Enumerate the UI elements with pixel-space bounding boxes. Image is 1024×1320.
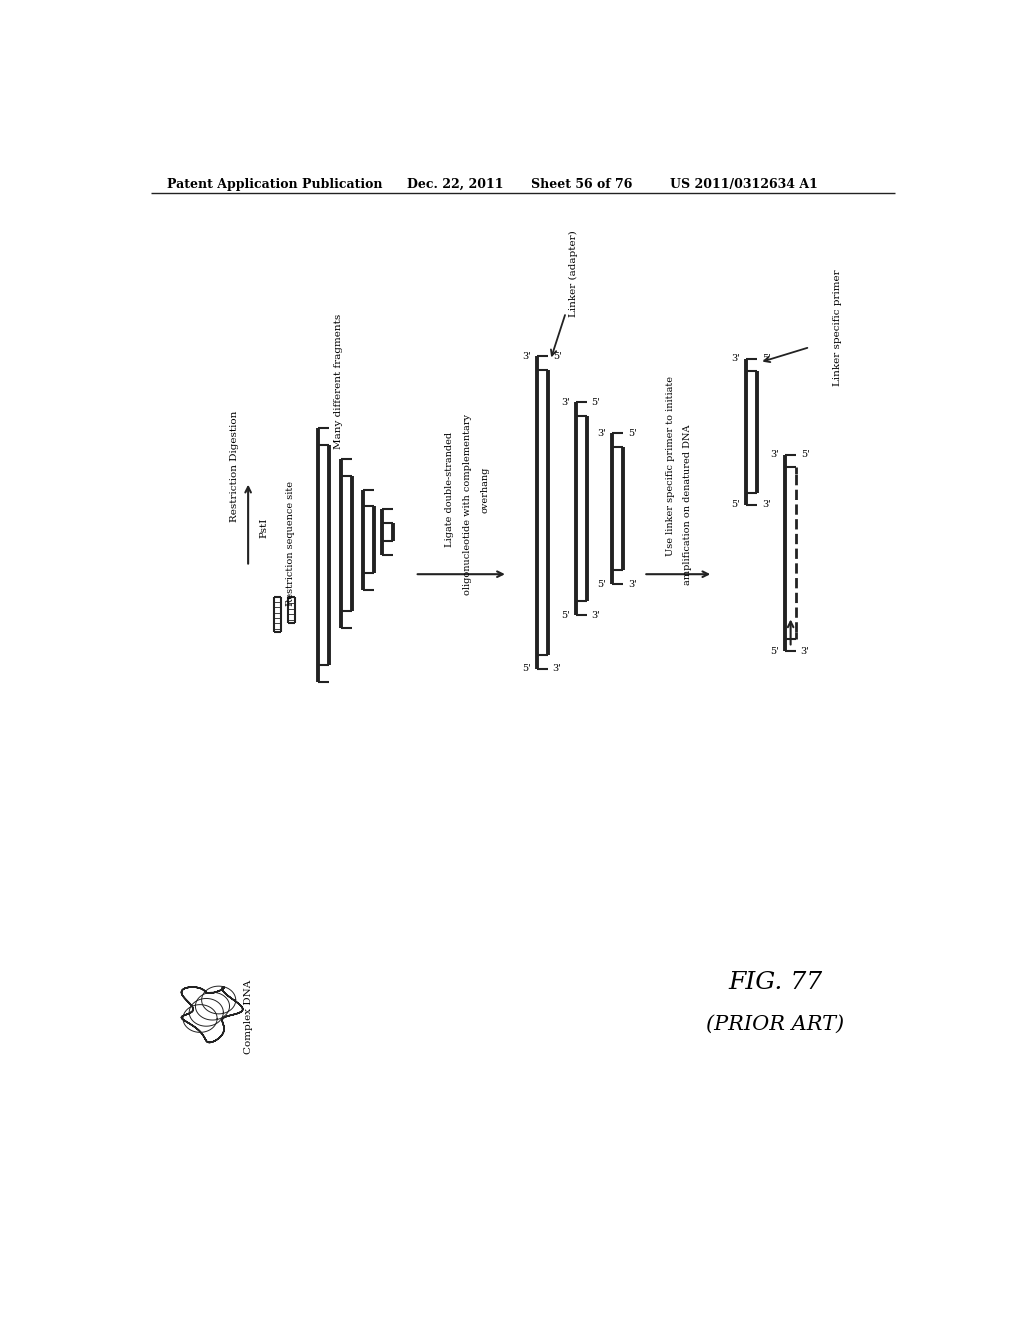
Text: 5': 5' [553,352,561,360]
Text: 3': 3' [731,354,740,363]
Text: (PRIOR ART): (PRIOR ART) [707,1015,844,1034]
Text: 5': 5' [801,450,810,459]
Text: 3': 3' [553,664,562,673]
Text: 3': 3' [801,647,810,656]
Text: Linker specific primer: Linker specific primer [833,269,842,387]
Text: 3': 3' [628,579,637,589]
Text: 5': 5' [597,579,606,589]
Text: 5': 5' [628,429,637,438]
Text: US 2011/0312634 A1: US 2011/0312634 A1 [671,178,818,190]
Text: 3': 3' [597,429,606,438]
Text: Use linker specific primer to initiate: Use linker specific primer to initiate [666,376,675,557]
Text: oligonucleotide with complementary: oligonucleotide with complementary [463,414,472,595]
Text: PstI: PstI [259,517,268,539]
Text: Complex DNA: Complex DNA [244,979,253,1055]
Text: Restriction sequence site: Restriction sequence site [287,480,295,606]
Text: Sheet 56 of 76: Sheet 56 of 76 [531,178,633,190]
Text: 5': 5' [522,664,531,673]
Text: 5': 5' [561,611,569,619]
Text: amplification on denatured DNA: amplification on denatured DNA [683,425,692,585]
Text: 5': 5' [770,647,779,656]
Text: Many different fragments: Many different fragments [334,314,343,449]
Text: 3': 3' [561,399,569,407]
Text: Patent Application Publication: Patent Application Publication [167,178,382,190]
Text: Restriction Digestion: Restriction Digestion [230,411,240,523]
Text: 3': 3' [762,500,771,510]
Text: 5': 5' [731,500,740,510]
Text: overhang: overhang [480,466,489,512]
Text: Linker (adapter): Linker (adapter) [569,231,579,317]
Text: 5': 5' [762,354,771,363]
Text: 3': 3' [770,450,779,459]
Text: 5': 5' [592,399,600,407]
Text: 3': 3' [522,352,531,360]
Text: 3': 3' [592,611,600,619]
Text: Dec. 22, 2011: Dec. 22, 2011 [407,178,504,190]
Text: FIG. 77: FIG. 77 [728,970,822,994]
Text: Ligate double-stranded: Ligate double-stranded [445,432,454,546]
